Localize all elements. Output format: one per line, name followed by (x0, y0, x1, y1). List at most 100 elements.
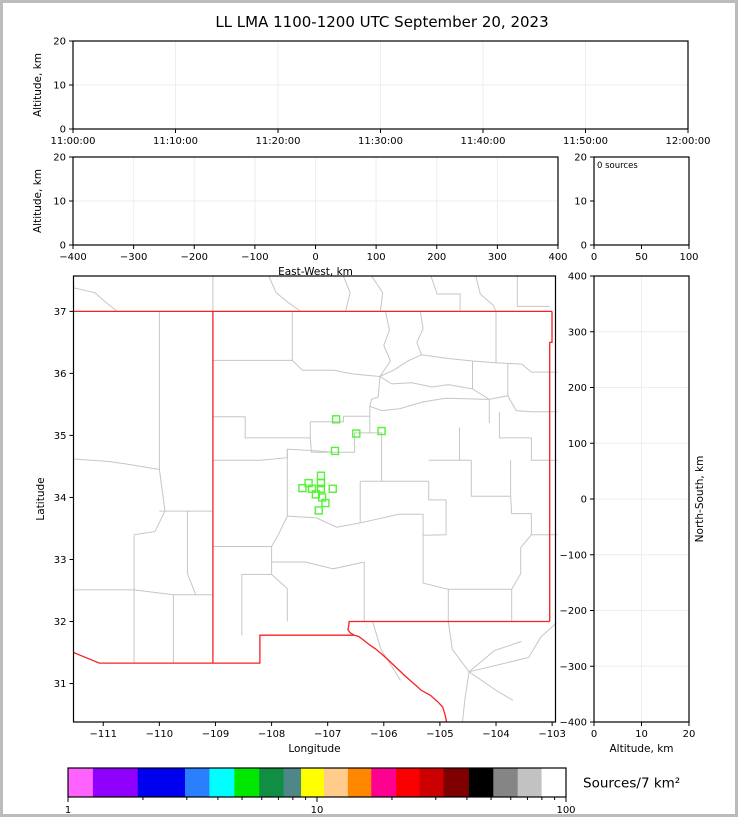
county-border (475, 275, 497, 312)
y-tick-label: 10 (53, 197, 66, 208)
colorbar-segment (347, 768, 372, 797)
county-border (372, 621, 402, 681)
y-axis-label: Altitude, km (32, 169, 44, 233)
county-border (421, 354, 497, 364)
x-tick-label: 400 (548, 252, 567, 263)
county-border (73, 458, 160, 470)
y-tick-label: 20 (53, 37, 66, 48)
y-tick-label: 37 (54, 307, 67, 318)
y-tick-label: −300 (560, 662, 587, 673)
county-border (379, 311, 392, 377)
x-tick-label: 11:00:00 (51, 136, 96, 147)
x-tick-label: −100 (241, 252, 268, 263)
x-axis-label: Altitude, km (609, 743, 673, 755)
state-border (549, 311, 553, 622)
x-tick-label: 0 (312, 252, 318, 263)
colorbar-segment (209, 768, 235, 797)
county-border (309, 437, 334, 453)
y-tick-label: 0 (581, 495, 587, 506)
panel-map: −111 −110 −109 −108 −107 −106 −105 −104 −103 31 32… (35, 275, 566, 755)
panel-alt_hist: 0 50 100 0 10 20 0 sources (574, 153, 698, 264)
y-tick-label: 400 (568, 272, 587, 283)
x-tick-label: −200 (181, 252, 208, 263)
y-tick-label: 100 (568, 439, 587, 450)
y-tick-label: −100 (560, 550, 587, 561)
colorbar-segment (396, 768, 421, 797)
y-tick-label: 300 (568, 327, 587, 338)
county-border (495, 362, 558, 373)
county-border (472, 388, 558, 413)
colorbar-tick-label: 100 (556, 805, 575, 814)
county-border (134, 469, 166, 536)
lma-source-marker (330, 446, 340, 456)
county-border (369, 432, 383, 482)
county-border (468, 640, 522, 673)
x-tick-label: −103 (538, 729, 565, 740)
y-tick-label: −400 (560, 718, 587, 729)
county-border (73, 589, 213, 596)
county-border (447, 621, 470, 673)
colorbar-segment (468, 768, 494, 797)
county-border (342, 275, 351, 312)
x-tick-label: 200 (427, 252, 446, 263)
colorbar-segment (259, 768, 285, 797)
x-tick-label: −105 (426, 729, 453, 740)
y-tick-label: 0 (60, 241, 66, 252)
colorbar-segment (541, 768, 567, 797)
x-tick-label: −400 (59, 252, 86, 263)
colorbar-tick-label: 10 (311, 805, 324, 814)
x-tick-label: 300 (488, 252, 507, 263)
county-border (468, 671, 514, 701)
county-border (423, 534, 447, 536)
x-tick-label: 12:00:00 (666, 136, 711, 147)
lma-source-marker (377, 426, 386, 436)
x-tick-label: 11:50:00 (563, 136, 608, 147)
colorbar-title: Sources/7 km² (583, 776, 680, 792)
county-border (287, 515, 361, 528)
county-border (498, 411, 558, 461)
x-tick-label: −109 (202, 729, 229, 740)
x-tick-label: −104 (482, 729, 509, 740)
x-tick-label: 0 (591, 729, 597, 740)
y-tick-label: 20 (53, 153, 66, 164)
county-border (212, 448, 334, 461)
x-tick-label: 100 (367, 252, 386, 263)
county-border (422, 535, 449, 590)
colorbar: 1 10 100 Sources/7 km² (65, 767, 680, 814)
x-tick-label: 11:10:00 (153, 136, 198, 147)
county-border (369, 376, 381, 407)
x-tick-label: 11:30:00 (358, 136, 403, 147)
colorbar-segment (419, 768, 444, 797)
colorbar-segment (92, 768, 139, 797)
county-border (470, 460, 511, 497)
page-title: LL LMA 1100-1200 UTC September 20, 2023 (215, 13, 549, 31)
county-border (271, 561, 365, 570)
x-tick-label: 11:40:00 (461, 136, 506, 147)
y-tick-label: 0 (581, 241, 587, 252)
x-axis-label: Longitude (288, 743, 340, 755)
y-tick-label: 0 (60, 125, 66, 136)
y-tick-label: 32 (54, 617, 67, 628)
colorbar-segment (234, 768, 260, 797)
lma-source-marker (328, 484, 337, 493)
lma-source-marker (316, 484, 326, 493)
county-border (379, 376, 473, 390)
lma-source-marker (321, 498, 330, 508)
state-border (347, 620, 550, 723)
y-tick-label: 35 (54, 431, 67, 442)
y-tick-label: 31 (54, 679, 67, 690)
x-tick-label: −106 (370, 729, 397, 740)
lma-figure: 11:00:00 11:10:00 11:20:00 11:30:00 11:40:00… (32, 37, 711, 815)
colorbar-segment (517, 768, 543, 797)
y-tick-label: 33 (54, 555, 67, 566)
county-border (371, 275, 384, 312)
y-axis-label: Latitude (35, 477, 47, 520)
lma-source-marker (352, 429, 361, 438)
county-border (212, 416, 311, 439)
county-border (241, 573, 288, 622)
x-tick-label: 0 (591, 252, 597, 263)
colorbar-segment (443, 768, 470, 797)
x-tick-label: 50 (635, 252, 648, 263)
colorbar-segment (68, 768, 94, 797)
